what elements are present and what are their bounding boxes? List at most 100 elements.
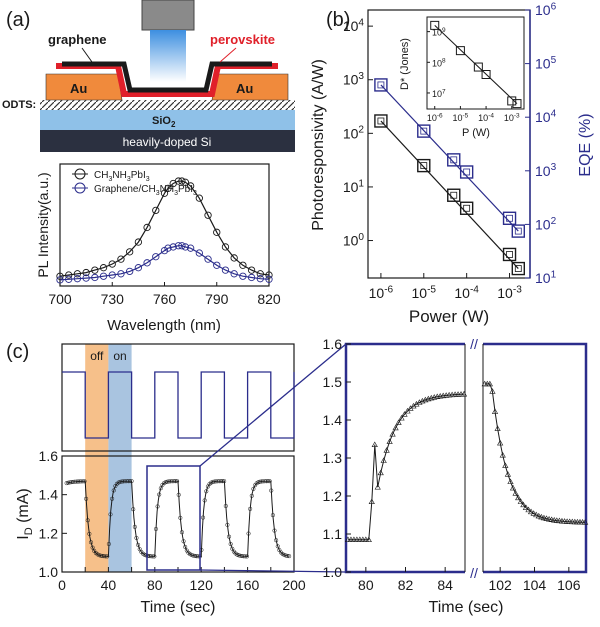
current-point <box>275 544 280 549</box>
zoom-ytick-label: 1.1 <box>323 526 343 542</box>
zoom-rise-point <box>404 407 411 414</box>
pl-point-2 <box>186 244 195 252</box>
pl-point-2 <box>181 243 190 251</box>
zoom-rise-point <box>413 400 420 407</box>
pr-marker-1 <box>459 201 474 215</box>
inset-xtick-label: 10-6 <box>427 112 443 123</box>
pl-series <box>56 177 273 284</box>
zoom-rise-point <box>398 414 405 421</box>
current-point <box>123 479 128 484</box>
current-point <box>217 479 222 484</box>
zoom-rise-point <box>377 469 384 476</box>
pl-point-2 <box>126 267 134 276</box>
current-point <box>244 554 249 559</box>
current-point <box>69 480 74 485</box>
current-point <box>150 554 155 559</box>
pr-marker-1 <box>511 261 525 276</box>
current-point <box>171 479 176 484</box>
current-point <box>168 479 173 484</box>
current-point <box>285 553 290 558</box>
current-point <box>243 554 248 559</box>
sw-xtick-label: 0 <box>58 577 66 593</box>
zoom-rise-point <box>368 498 375 504</box>
pl-point-2 <box>169 243 177 251</box>
current-point <box>87 531 92 536</box>
zoom-decay-point <box>507 478 514 485</box>
pr-marker-inner-2 <box>463 168 471 176</box>
zoom-decay-point <box>499 452 506 458</box>
inset-marker <box>473 62 483 72</box>
inset-marker <box>455 46 465 56</box>
pr-ytick-label: 103 <box>343 71 365 88</box>
zoom-decay-point <box>502 462 509 468</box>
current-point <box>124 479 129 484</box>
zoom-rise-point <box>356 536 363 542</box>
current-point <box>194 554 199 559</box>
pl-point-2 <box>143 259 151 267</box>
pr-series <box>374 78 525 276</box>
panel-label-c: (c) <box>6 341 29 363</box>
current-point <box>158 486 163 491</box>
current-point <box>127 479 133 484</box>
current-point <box>131 507 136 512</box>
current-point <box>251 486 256 491</box>
current-point <box>75 479 81 484</box>
current-point <box>77 479 82 484</box>
zoom-decay-point <box>491 408 499 414</box>
zoom-decay-point <box>530 510 537 516</box>
zoom-ytick-label: 1.0 <box>323 564 343 580</box>
current-point <box>84 496 89 501</box>
panel-label-a: (a) <box>6 9 30 31</box>
pl-point-1 <box>204 211 212 219</box>
pr-marker-2 <box>374 78 388 92</box>
inset-marker <box>430 20 440 30</box>
pl-point-2 <box>82 274 90 282</box>
current-point <box>257 479 262 484</box>
zoom-decay-point <box>497 439 504 446</box>
current-point <box>272 528 277 533</box>
pr-xlabel: Power (W) <box>409 307 489 326</box>
current-point <box>215 479 220 484</box>
zoom-decay-point <box>517 498 524 504</box>
pl-point-1 <box>247 266 256 274</box>
zoom-rise-point <box>410 402 417 409</box>
pr-marker-inner-2 <box>420 127 428 135</box>
zoom-rise-point <box>371 441 378 447</box>
pl-point-2 <box>99 272 108 280</box>
sw-xtick-label: 80 <box>147 577 163 593</box>
pl-point-2 <box>230 270 238 278</box>
pl-point-1 <box>134 238 143 246</box>
current-point <box>134 535 139 540</box>
pr-marker-2 <box>502 211 517 225</box>
current-point <box>220 479 225 484</box>
current-point <box>225 522 230 527</box>
pl-legend-label-2: Graphene/CH3NH3PbI3 <box>94 184 197 197</box>
zoom-decay-point <box>512 490 519 496</box>
current-point <box>248 506 253 511</box>
pl-xlabel: Wavelength (nm) <box>107 317 221 334</box>
pl-point-2 <box>152 253 160 261</box>
graphene-layer <box>62 61 272 93</box>
current-point <box>226 534 232 539</box>
sw-xlabel: Time (sec) <box>141 599 216 616</box>
zoom-decay-point <box>540 514 548 521</box>
zoom-ytick-label: 1.5 <box>323 374 343 390</box>
on-shading <box>108 344 132 572</box>
sw-xtick-label: 120 <box>190 577 214 593</box>
current-point <box>176 492 181 497</box>
pl-point-1 <box>221 243 230 251</box>
axis-break-gap <box>465 337 483 579</box>
inset-ylabel: D* (Jones) <box>399 38 411 90</box>
pl-point-1 <box>126 248 134 256</box>
inset-xlabel: P (W) <box>462 127 490 139</box>
pl-point-2 <box>65 275 73 283</box>
sw-ytick-label: 1.2 <box>39 525 59 541</box>
pl-point-1 <box>73 270 82 278</box>
current-point <box>287 554 292 559</box>
zoom-rise-point <box>353 536 361 542</box>
pl-point-1 <box>65 271 73 279</box>
pl-point-2 <box>265 275 273 283</box>
current-point <box>106 541 111 547</box>
current-point <box>210 479 215 484</box>
